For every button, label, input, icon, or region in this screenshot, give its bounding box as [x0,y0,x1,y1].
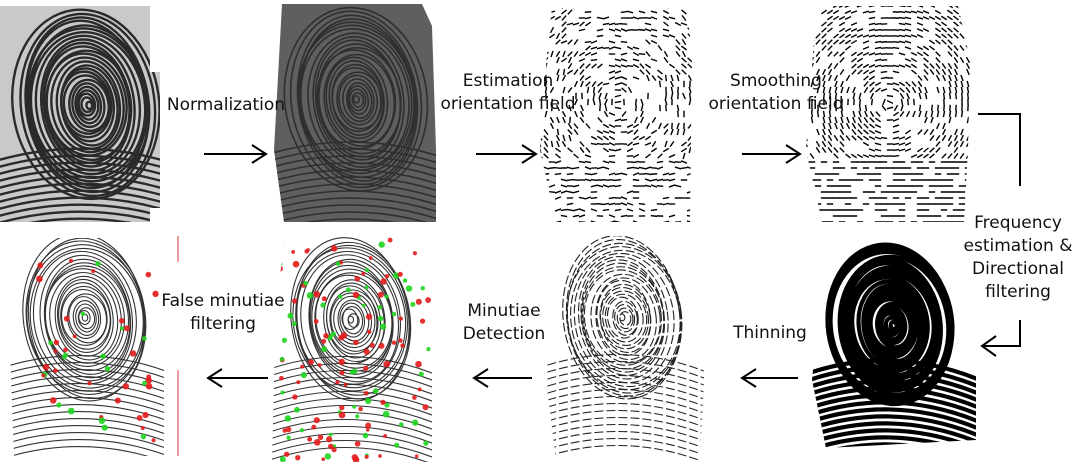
flow-arrows [177,113,1021,456]
label-line: orientation field [708,94,844,114]
label-line: Smoothing [730,71,822,91]
label-line: Minutiae [467,301,541,321]
label-line: Thinning [733,323,807,343]
label-minutiae: Minutiae Detection [463,300,546,346]
label-frequency: Frequency estimation & Directional filterin… [964,212,1073,304]
label-false-minutiae: False minutiae filtering [161,290,284,336]
label-line: filtering [190,314,256,334]
label-line: Frequency [974,213,1062,233]
label-smoothing: Smoothing orientation field [708,70,843,116]
minutiae-detection-image [272,237,432,462]
label-line: Normalization [166,95,286,115]
label-normalization: Normalization [167,94,285,117]
label-line: filtering [985,282,1051,302]
label-thinning: Thinning [733,322,807,345]
label-estimation: Estimation orientation field [440,70,575,116]
label-line: estimation & [963,236,1073,256]
filtered-minutiae-image [8,238,164,456]
label-line: Estimation [462,71,554,91]
filtered-fingerprint-image [812,240,976,448]
label-line: False minutiae [161,291,285,311]
label-line: Detection [462,324,546,344]
label-line: Directional [972,259,1064,279]
raw-fingerprint-image [0,6,160,222]
normalized-fingerprint-image [274,4,436,222]
label-line: orientation field [440,94,576,114]
thinned-ridges-image [546,236,704,460]
